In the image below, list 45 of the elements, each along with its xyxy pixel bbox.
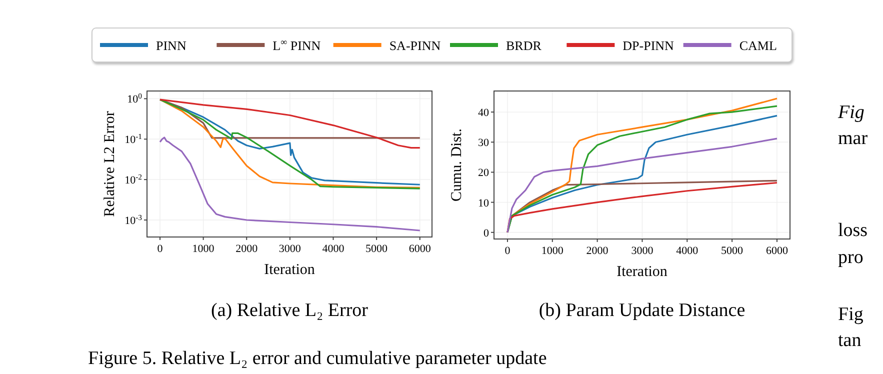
x-tick-label: 0 bbox=[157, 243, 164, 255]
x-axis-title: Iteration bbox=[616, 264, 668, 280]
text: loss bbox=[838, 220, 868, 241]
y-tick-label: 30 bbox=[478, 137, 490, 150]
y-tick-label: 10$^{0}$ bbox=[127, 91, 142, 106]
text: Fig bbox=[838, 304, 864, 325]
text: (b) Param Update Distance bbox=[538, 300, 746, 321]
x-tick-label: 5000 bbox=[721, 245, 744, 257]
x-tick-label: 1000 bbox=[541, 245, 564, 257]
x-tick-label: 3000 bbox=[631, 245, 654, 257]
y-tick-label: 40 bbox=[478, 107, 490, 120]
line-series bbox=[506, 138, 778, 234]
text: mar bbox=[838, 128, 868, 149]
y-tick-label: 10$^{-1}$ bbox=[124, 132, 142, 146]
x-tick-label: 4000 bbox=[676, 245, 699, 257]
legend-label: DP-PINN bbox=[622, 38, 675, 53]
x-axis-title: Iteration bbox=[264, 262, 316, 278]
legend-label: L$^{∞}$ PINN bbox=[272, 37, 322, 53]
y-tick-label: 20 bbox=[478, 167, 490, 180]
y-tick-label: 0 bbox=[484, 227, 490, 240]
legend-label: CAML bbox=[739, 38, 777, 53]
text: (a) Relative L₂ Error bbox=[211, 300, 369, 321]
x-tick-label: 6000 bbox=[766, 245, 788, 257]
y-tick-label: 10$^{-2}$ bbox=[124, 172, 142, 187]
y-axis-title: Relative L2 Error bbox=[102, 111, 118, 217]
text: tan bbox=[838, 330, 862, 351]
x-tick-label: 5000 bbox=[366, 243, 388, 255]
y-axis-title: Cumu. Dist. bbox=[449, 128, 465, 202]
x-tick-label: 0 bbox=[504, 245, 511, 257]
x-tick-label: 1000 bbox=[192, 243, 215, 255]
x-tick-label: 2000 bbox=[586, 245, 609, 257]
legend-label: BRDR bbox=[506, 38, 542, 53]
caption: Figure 5. Relative L₂ error and cumulative parameter update bbox=[88, 348, 547, 369]
legend-label: PINN bbox=[156, 38, 187, 53]
legend-label: SA-PINN bbox=[389, 38, 442, 53]
x-tick-label: 4000 bbox=[322, 243, 345, 255]
y-tick-label: 10 bbox=[478, 197, 490, 210]
line-series bbox=[159, 98, 421, 149]
y-tick-label: 10$^{-3}$ bbox=[124, 212, 142, 228]
line-series bbox=[159, 136, 421, 232]
text: Fig bbox=[837, 102, 864, 123]
x-tick-label: 3000 bbox=[278, 243, 302, 255]
x-tick-label: 2000 bbox=[236, 243, 258, 255]
text: pro bbox=[838, 247, 864, 268]
x-tick-label: 6000 bbox=[408, 243, 432, 255]
